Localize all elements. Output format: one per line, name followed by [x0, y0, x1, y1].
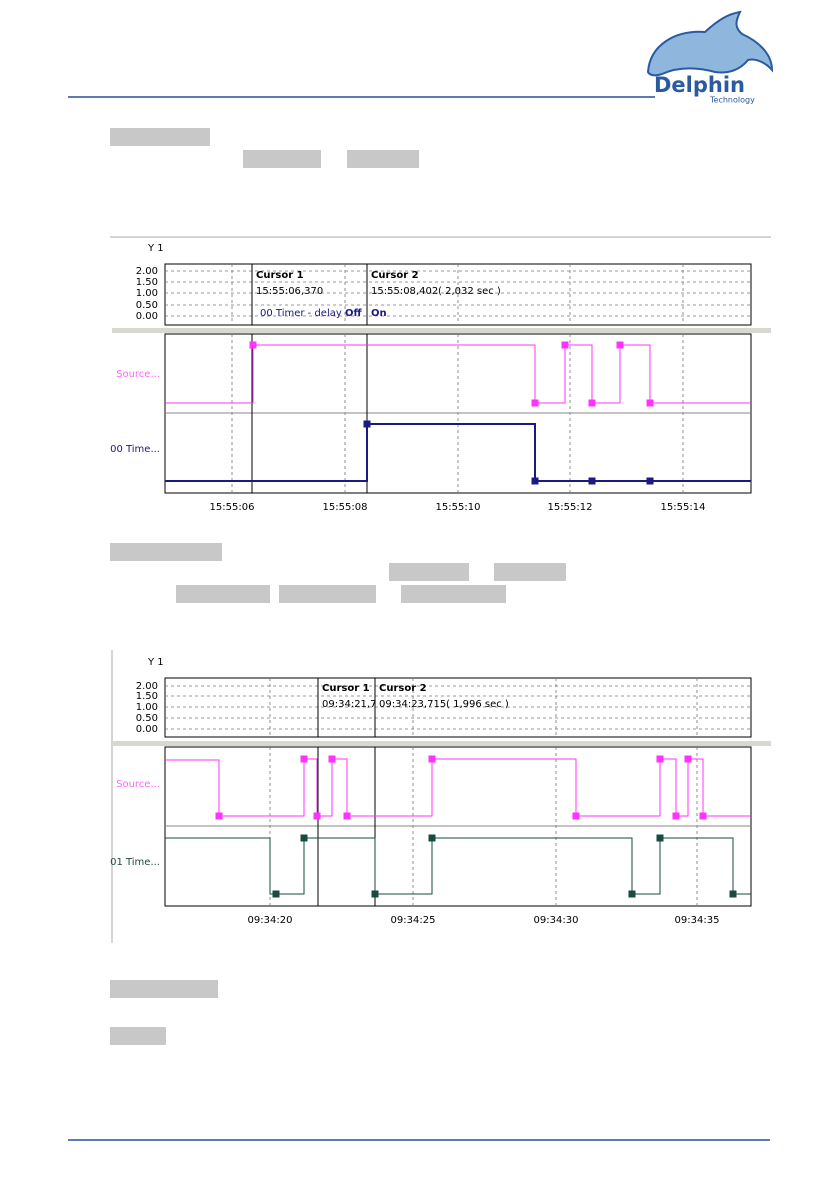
x-tick-label: 09:34:30	[534, 915, 579, 926]
cursor-time: 15:55:06,370	[256, 286, 323, 297]
signal-marker	[699, 812, 707, 820]
signal-marker	[531, 399, 539, 407]
y-tick-label: 2.00	[136, 681, 158, 692]
cursor-delta: ( 1,996 sec )	[446, 699, 509, 710]
cursor-title: Cursor 1	[322, 683, 370, 694]
y-tick-label: 2.00	[136, 266, 158, 277]
signal-marker	[363, 420, 371, 428]
signal-marker	[300, 755, 308, 763]
signal-marker	[656, 834, 664, 842]
signal-marker	[215, 812, 223, 820]
signal-marker	[313, 812, 321, 820]
signal-marker	[646, 477, 654, 485]
axis-title: Y 1	[147, 657, 164, 668]
y-tick-label: 0.00	[136, 311, 158, 322]
top-panel	[164, 677, 752, 738]
redacted-text	[110, 128, 566, 1045]
signal-marker	[371, 890, 379, 898]
signal-marker	[672, 812, 680, 820]
x-tick-label: 15:55:06	[210, 502, 255, 513]
signal-marker	[616, 341, 624, 349]
y-tick-label: 0.50	[136, 300, 158, 311]
signal-trace	[165, 758, 751, 817]
x-tick-label: 15:55:10	[436, 502, 481, 513]
trace-label: 01 Time...	[110, 857, 160, 868]
channel-label: 00 Timer - delay	[260, 308, 342, 319]
x-tick-label: 15:55:12	[548, 502, 593, 513]
x-tick-label: 15:55:08	[323, 502, 368, 513]
logo-dolphin	[646, 10, 774, 77]
cursor-time: 15:55:08,402	[371, 286, 438, 297]
trace-label: 00 Time...	[110, 444, 160, 455]
x-tick-label: 15:55:14	[661, 502, 706, 513]
signal-marker	[656, 755, 664, 763]
y-tick-label: 0.00	[136, 724, 158, 735]
cursor-state: Off	[345, 308, 363, 319]
x-tick-label: 09:34:35	[675, 915, 720, 926]
signal-marker	[343, 812, 351, 820]
signal-marker	[646, 399, 654, 407]
signal-marker	[588, 477, 596, 485]
cursor-title: Cursor 2	[371, 270, 419, 281]
y-tick-label: 1.50	[136, 691, 158, 702]
y-tick-label: 1.00	[136, 288, 158, 299]
separator	[112, 328, 771, 333]
trace-label: Source...	[116, 369, 160, 380]
signal-marker	[572, 812, 580, 820]
axis-title: Y 1	[147, 243, 164, 254]
separator	[112, 741, 771, 746]
y-tick-label: 1.50	[136, 277, 158, 288]
logo-subtext: Technology	[709, 96, 755, 105]
cursor-time: 09:34:21,7	[322, 699, 376, 710]
signal-marker	[531, 477, 539, 485]
signal-marker	[272, 890, 280, 898]
signal-trace	[165, 837, 751, 895]
signal-marker	[684, 755, 692, 763]
signal-marker	[328, 755, 336, 763]
signal-marker	[561, 341, 569, 349]
signal-marker	[588, 399, 596, 407]
signal-trace	[165, 344, 751, 404]
cursor-state: On	[371, 308, 387, 319]
signal-marker	[729, 890, 737, 898]
signal-marker	[628, 890, 636, 898]
y-tick-label: 0.50	[136, 713, 158, 724]
cursor-title: Cursor 2	[379, 683, 427, 694]
signal-marker	[300, 834, 308, 842]
signal-marker	[428, 755, 436, 763]
cursor-time: 09:34:23,715	[379, 699, 446, 710]
logo-text: Delphin	[654, 73, 745, 97]
y-tick-label: 1.00	[136, 702, 158, 713]
signal-marker	[249, 341, 257, 349]
x-tick-label: 09:34:20	[248, 915, 293, 926]
signal-trace	[165, 423, 751, 482]
signal-marker	[428, 834, 436, 842]
trace-label: Source...	[116, 779, 160, 790]
cursor-delta: ( 2,032 sec )	[438, 286, 501, 297]
x-tick-label: 09:34:25	[391, 915, 436, 926]
cursor-title: Cursor 1	[256, 270, 304, 281]
